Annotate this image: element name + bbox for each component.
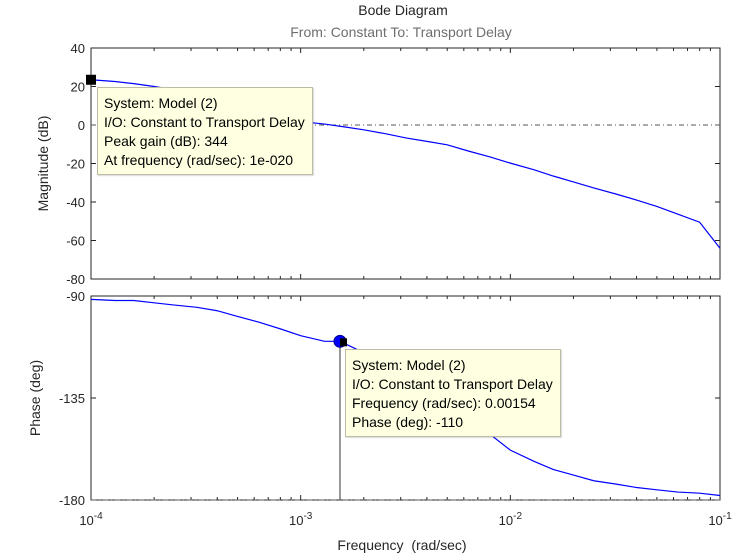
datatip-line: I/O: Constant to Transport Delay [104,114,305,130]
magnitude-ticks [90,47,721,280]
y-tick-label: -180 [59,493,85,508]
y-tick-label: -20 [66,157,85,172]
datatip-line: Frequency (rad/sec): 0.00154 [352,395,536,411]
phase-datatip[interactable]: System: Model (2) I/O: Constant to Trans… [345,349,561,437]
datatip-line: At frequency (rad/sec): 1e-020 [104,152,294,168]
x-axis-label: Frequency (rad/sec) [337,537,466,553]
y-tick-label: -80 [66,272,85,287]
x-tick-label: 10-3 [289,511,313,528]
x-tick-label: 10-4 [79,511,103,528]
x-tick-label: 10-1 [708,511,732,528]
phase-y-tick-labels: -90 -135 -180 [59,289,85,508]
datatip-line: System: Model (2) [352,357,466,373]
magnitude-datatip-marker[interactable] [86,74,96,85]
y-tick-label: -60 [66,234,85,249]
datatip-line: System: Model (2) [104,95,218,111]
x-tick-label: 10-2 [499,511,523,528]
datatip-line: I/O: Constant to Transport Delay [352,376,553,392]
phase-y-axis-label: Phase (deg) [27,360,43,436]
datatip-line: Phase (deg): -110 [352,414,464,430]
y-tick-label: -90 [66,289,85,304]
chart-title: Bode Diagram [358,2,448,18]
y-tick-label: 40 [71,41,85,56]
magnitude-y-tick-labels: 40 20 0 -20 -40 -60 -80 [66,41,85,287]
datatip-square-marker[interactable] [86,74,96,85]
phase-datatip-marker[interactable] [333,334,347,500]
chart-subtitle: From: Constant To: Transport Delay [290,24,512,40]
y-tick-label: -40 [66,195,85,210]
magnitude-y-axis-label: Magnitude (dB) [35,116,51,212]
y-tick-label: -135 [59,391,85,406]
datatip-anchor-marker [339,338,347,347]
x-tick-labels: 10-4 10-3 10-2 10-1 [79,511,732,528]
datatip-line: Peak gain (dB): 344 [104,133,228,149]
magnitude-datatip[interactable]: System: Model (2) I/O: Constant to Trans… [97,87,313,175]
y-tick-label: 0 [78,118,85,133]
y-tick-label: 20 [71,80,85,95]
